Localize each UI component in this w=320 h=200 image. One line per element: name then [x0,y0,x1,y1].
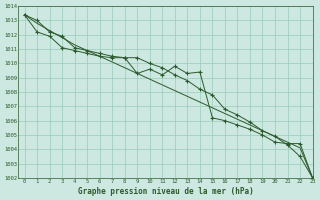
X-axis label: Graphe pression niveau de la mer (hPa): Graphe pression niveau de la mer (hPa) [77,187,253,196]
